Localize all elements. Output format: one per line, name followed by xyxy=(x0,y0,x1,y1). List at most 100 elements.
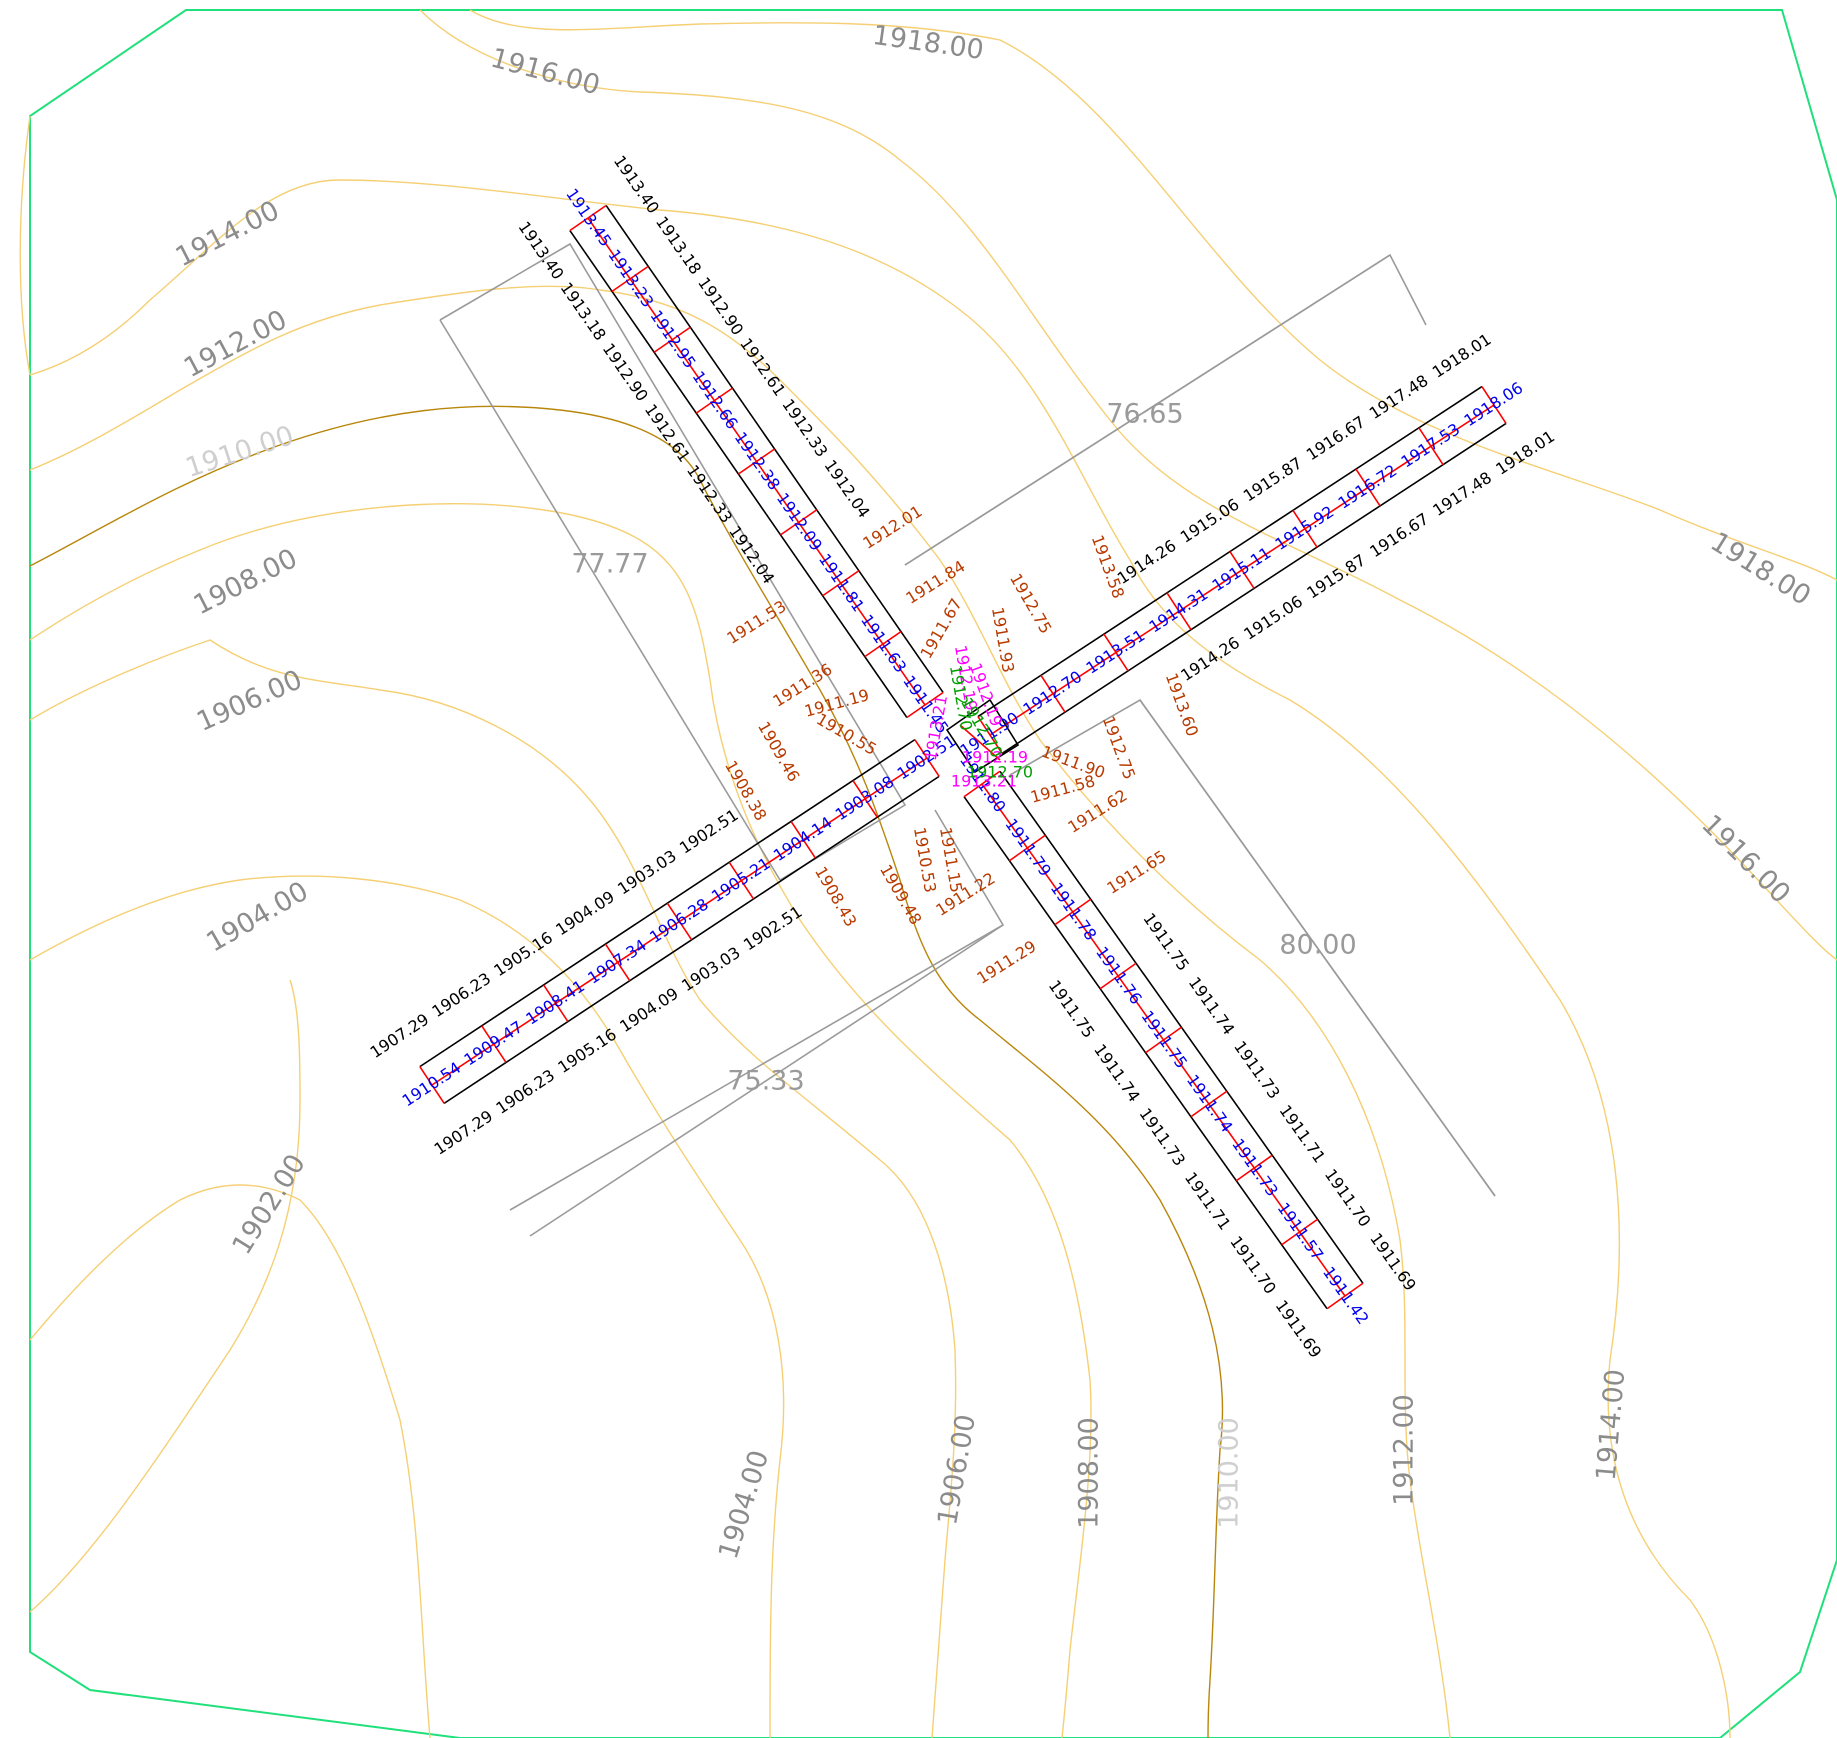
design-level-label: 1911.63 xyxy=(857,611,910,676)
cross-section-tick xyxy=(906,691,944,719)
junction-level-label: 1913.21 xyxy=(951,772,1017,791)
cross-section-tick xyxy=(963,770,1001,798)
cross-section-tick xyxy=(728,861,755,900)
edge-level-label: 1916.67 xyxy=(1366,509,1432,561)
cross-section-tick xyxy=(1040,674,1066,713)
contour-label: 1904.00 xyxy=(713,1447,775,1563)
edge-level-label: 1905.16 xyxy=(554,1025,620,1077)
contour-label: 1916.00 xyxy=(487,43,603,102)
cross-section-tick xyxy=(666,902,693,941)
cross-section-tick xyxy=(1166,592,1192,631)
contour-1902 xyxy=(29,1184,431,1738)
design-level-label: 1918.06 xyxy=(1461,378,1527,430)
design-level-label: 1915.11 xyxy=(1209,543,1275,595)
design-level-label: 1911.74 xyxy=(1183,1071,1237,1136)
cross-section-tick xyxy=(1418,427,1444,466)
design-level-label: 1907.34 xyxy=(584,935,650,987)
dimension-line-east xyxy=(904,254,1391,566)
edge-level-label: 1907.29 xyxy=(431,1106,497,1158)
edge-level-label: 1913.18 xyxy=(652,213,705,278)
design-level-label: 1910.54 xyxy=(399,1058,465,1110)
design-level-label: 1909.47 xyxy=(460,1017,526,1069)
edge-level-label: 1915.06 xyxy=(1177,495,1243,547)
site-boundary xyxy=(29,9,1837,1738)
edge-level-label: 1912.33 xyxy=(683,461,736,526)
edge-level-label: 1915.06 xyxy=(1240,592,1306,644)
dimension-line-south xyxy=(1139,699,1496,1197)
contour-1914 xyxy=(29,179,1731,1738)
dimension-label: 77.77 xyxy=(571,549,648,580)
natural-level-label: 1909.46 xyxy=(754,718,804,785)
natural-level-label: 1910.53 xyxy=(910,826,940,894)
dimension-frame-north xyxy=(439,242,907,881)
cross-section-tick xyxy=(1103,633,1129,672)
contour-label: 1912.00 xyxy=(179,304,292,384)
edge-level-label: 1915.87 xyxy=(1303,550,1369,602)
cross-section-tick xyxy=(695,387,733,414)
edge-level-label: 1903.03 xyxy=(678,943,744,995)
edge-level-label: 1911.69 xyxy=(1366,1229,1420,1294)
edge-level-label: 1907.29 xyxy=(367,1010,433,1062)
junction-level-label: 1912.19 xyxy=(962,748,1028,767)
cross-section-tick xyxy=(1235,1154,1273,1182)
contour-label: 1918.00 xyxy=(871,20,986,66)
contour-label: 1910.00 xyxy=(1214,1417,1245,1529)
contour-label: 1912.00 xyxy=(1389,1394,1420,1506)
design-level-label: 1906.28 xyxy=(646,895,712,947)
road-edge-west xyxy=(419,738,916,1068)
contour-1904 xyxy=(29,875,785,1738)
design-level-label: 1911.75 xyxy=(1137,1007,1191,1072)
dimension-line-north xyxy=(439,319,781,881)
design-level-label: 1908.41 xyxy=(522,976,588,1028)
cross-section-tick xyxy=(419,1066,445,1104)
natural-level-label: 1911.29 xyxy=(973,937,1039,988)
design-level-label: 1911.78 xyxy=(1047,879,1101,944)
edge-level-label: 1912.04 xyxy=(725,522,778,587)
edge-level-label: 1911.70 xyxy=(1226,1232,1280,1297)
edge-level-label: 1911.74 xyxy=(1090,1040,1144,1105)
natural-level-label: 1908.43 xyxy=(811,863,861,930)
cross-section-tick xyxy=(1145,1026,1182,1054)
edge-level-label: 1902.51 xyxy=(676,805,742,857)
edge-level-label: 1918.01 xyxy=(1429,330,1495,382)
natural-level-label: 1911.93 xyxy=(988,606,1018,674)
cross-section-tick xyxy=(1054,898,1092,926)
cross-section-tick xyxy=(1099,962,1137,990)
road-alignments xyxy=(419,204,1507,1310)
design-level-label: 1911.81 xyxy=(815,550,868,615)
cross-section-tick xyxy=(822,570,860,597)
cross-section-tick xyxy=(1229,551,1255,589)
contour-label: 1916.00 xyxy=(1695,809,1796,910)
design-level-label: 1911.73 xyxy=(1228,1135,1282,1200)
natural-level-label: 1912.75 xyxy=(1006,570,1056,637)
design-level-label: 1914.31 xyxy=(1146,584,1212,636)
cross-section-tick xyxy=(852,780,878,818)
cross-section-tick xyxy=(780,509,818,536)
contour-1906 xyxy=(29,639,957,1738)
edge-level-label: 1911.73 xyxy=(1230,1037,1284,1102)
contour-1900 xyxy=(29,979,301,1613)
design-level-label: 1915.92 xyxy=(1272,502,1338,554)
edge-level-label: 1906.23 xyxy=(429,969,495,1021)
contour-1910-main xyxy=(29,405,1224,1738)
cross-section-tick xyxy=(977,716,1003,754)
design-level-label: 1904.14 xyxy=(770,813,836,865)
contour-label: 1910.00 xyxy=(182,420,298,484)
cross-section-tick xyxy=(1281,1218,1319,1246)
cross-section-tick xyxy=(481,1025,507,1063)
edge-level-label: 1917.48 xyxy=(1429,468,1495,520)
contour-label: 1908.00 xyxy=(1074,1417,1105,1529)
design-level-label: 1912.09 xyxy=(773,489,826,554)
edge-level-label: 1902.51 xyxy=(740,902,806,954)
design-level-label: 1913.51 xyxy=(1083,626,1149,678)
cross-section-tick xyxy=(611,265,649,293)
cross-section-tick xyxy=(542,984,569,1023)
junction-outline xyxy=(945,698,1020,774)
contour-1918 xyxy=(469,9,1837,581)
dimension-label: 76.65 xyxy=(1106,399,1183,430)
cross-section-tick xyxy=(914,739,940,777)
contour-1908 xyxy=(29,503,1092,1738)
dimension-labels: 77.77 76.65 80.00 75.33 xyxy=(571,399,1356,1097)
cross-section-tick xyxy=(1355,468,1381,507)
